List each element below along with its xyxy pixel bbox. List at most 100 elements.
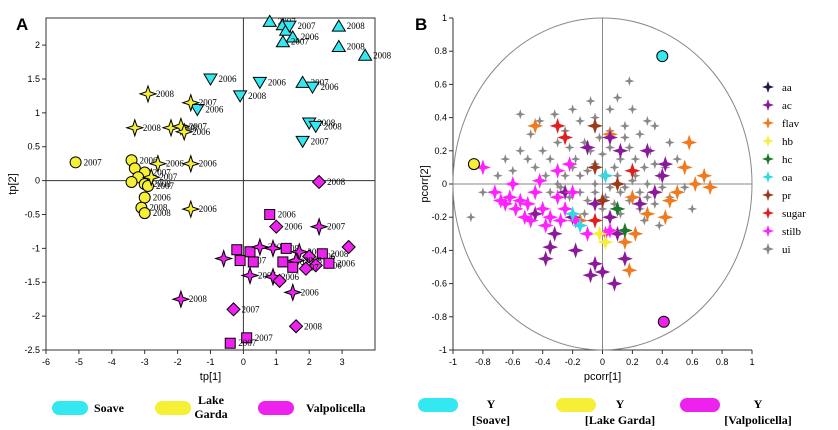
point-year-label: 2006: [268, 77, 287, 87]
y-tick-label-b: -0.6: [431, 279, 447, 289]
variable-point-pr: [587, 159, 603, 176]
data-point-garda: [138, 191, 151, 204]
legend-label-stilb: stilb: [782, 226, 801, 238]
variable-point-ui: [624, 76, 635, 87]
legend-marker-flav: [762, 117, 774, 129]
legend-b-label-garda: Y: [616, 397, 625, 411]
y-tick-label-b: 0.4: [434, 113, 447, 123]
point-year-label: 2008: [153, 208, 172, 218]
variable-point-ui: [564, 142, 575, 153]
variable-point-flav: [669, 184, 686, 201]
variable-point-ui: [609, 162, 620, 173]
x-tick-label: -2: [174, 357, 182, 367]
variable-point-ac: [616, 250, 633, 267]
chart-a: A -6 -5 -4 -3 -2 -1 0 1 2 3 -2.5 -2 -1.5 -1 -0.5 0 0.5 1 1.…: [7, 14, 392, 383]
legend-marker-ac: [762, 99, 774, 111]
variable-point-stilb: [507, 200, 524, 217]
variable-point-pr: [594, 192, 611, 209]
data-point-valpo: [288, 319, 304, 334]
y-marker-soave: [656, 50, 669, 63]
panel-label-a: A: [16, 15, 28, 34]
point-year-label: 2008: [373, 50, 392, 60]
point-year-label: 2007: [153, 167, 172, 177]
legend-a-label-garda: Garda: [194, 407, 227, 421]
variable-point-ui: [570, 154, 581, 165]
variable-point-ui: [585, 145, 596, 156]
point-year-label: 2008: [189, 294, 208, 304]
variable-point-ac: [654, 167, 671, 184]
legend-marker-ui: [762, 243, 774, 255]
legend-label-sugar: sugar: [782, 208, 806, 220]
panel-label-b: B: [415, 15, 427, 34]
data-point-valpo: [226, 302, 241, 317]
legend-marker-hc: [762, 153, 774, 165]
data-point-valpo: [263, 238, 283, 259]
point-year-label: 2007: [84, 157, 103, 167]
point-year-label: 2006: [320, 82, 339, 92]
x-tick-label-b: -0.4: [535, 357, 551, 367]
variable-point-ac: [537, 250, 554, 267]
variable-point-ui: [579, 137, 590, 148]
variable-point-ui: [575, 115, 586, 126]
data-point-soave: [308, 120, 324, 134]
legend-marker-pr: [762, 189, 774, 201]
variable-point-oa: [572, 217, 589, 234]
point-year-label: 2006: [337, 258, 356, 268]
point-year-label: 2006: [281, 272, 300, 282]
variable-point-ui: [619, 182, 630, 193]
legend-label-oa: oa: [782, 172, 793, 184]
data-point-valpo: [224, 337, 236, 349]
variable-point-pr: [609, 176, 626, 192]
y-tick-label-b: -0.2: [431, 212, 447, 222]
variable-point-ac: [527, 205, 544, 222]
point-year-label: 2008: [347, 41, 366, 51]
y-tick-label: 0: [35, 176, 40, 186]
variable-point-sugar: [549, 117, 566, 134]
variable-point-flav: [702, 179, 719, 196]
data-point-valpo: [341, 239, 356, 255]
variable-point-ui: [590, 187, 600, 198]
y-tick-label: -0.5: [24, 209, 40, 219]
point-year-label: 2008: [153, 179, 172, 189]
x-axis-label-a: tp[1]: [200, 371, 221, 383]
data-point-valpo: [311, 174, 327, 190]
data-point-valpo: [234, 255, 246, 267]
variable-point-ui: [465, 212, 476, 223]
y-tick-label-b: -1: [439, 345, 447, 355]
variable-point-stilb: [486, 184, 503, 201]
x-tick-label-b: -0.6: [505, 357, 521, 367]
data-point-soave: [285, 29, 301, 43]
x-axis-label-b: pcorr[1]: [584, 371, 621, 383]
variable-point-ui: [555, 182, 566, 193]
point-year-label: 2008: [156, 89, 175, 99]
variable-point-stilb: [519, 195, 536, 212]
x-tick-label-b: -0.8: [475, 357, 491, 367]
legend-label-aa: aa: [782, 82, 792, 94]
variable-point-ui: [579, 208, 590, 219]
x-tick-label-b: 0.6: [686, 357, 699, 367]
variable-point-ui: [594, 132, 605, 143]
point-year-label: 2007: [238, 338, 256, 348]
legend-marker-oa: [762, 171, 774, 183]
variable-point-ui: [549, 109, 560, 120]
variable-point-flav: [527, 117, 544, 134]
variable-point-ui: [567, 162, 578, 173]
legend-b-label-valpo: Y: [754, 397, 763, 411]
variable-point-ui: [582, 165, 593, 176]
x-tick-label: 2: [307, 357, 312, 367]
point-year-label: 2008: [347, 21, 366, 31]
variable-point-ui: [525, 129, 536, 140]
point-year-label: 2007: [291, 37, 310, 47]
chart-b: B -1 -0.8 -0.6 -0.4 -0.2 0 0.2 0.4 0.6 0.8 1 1 0.8 0.6…: [415, 13, 806, 383]
variable-point-hc: [616, 222, 633, 239]
variable-point-ui: [642, 179, 653, 189]
data-point-garda: [181, 93, 201, 113]
x-tick-label-b: 1: [749, 357, 754, 367]
data-point-valpo: [171, 289, 191, 309]
variable-point-stilb: [492, 192, 509, 209]
data-point-valpo: [264, 208, 276, 220]
legend-b-label-soave: Y: [487, 397, 496, 411]
variable-point-stilb: [504, 176, 521, 192]
